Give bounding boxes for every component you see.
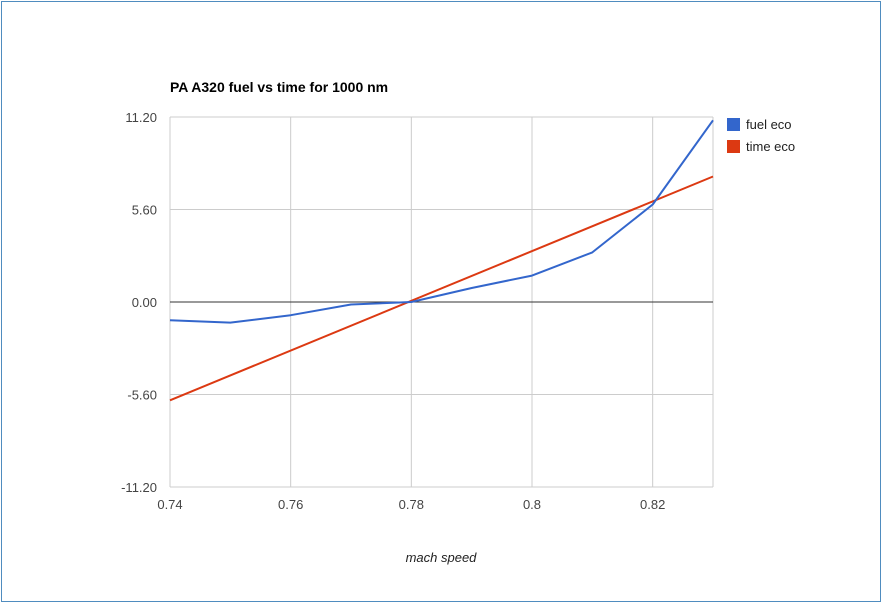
legend[interactable]: fuel eco time eco	[727, 117, 795, 154]
legend-swatch	[727, 118, 740, 131]
x-tick-label: 0.74	[157, 497, 182, 512]
y-tick-labels: 11.20 5.60 0.00 -5.60 -11.20	[121, 110, 157, 495]
x-tick-label: 0.76	[278, 497, 303, 512]
legend-label[interactable]: time eco	[746, 139, 795, 154]
y-tick-label: 5.60	[132, 203, 157, 218]
x-axis-title: mach speed	[406, 550, 478, 565]
series-line-time-eco[interactable]	[169, 175, 714, 402]
legend-label[interactable]: fuel eco	[746, 117, 792, 132]
legend-swatch	[727, 140, 740, 153]
x-tick-label: 0.78	[399, 497, 424, 512]
series-group	[169, 119, 714, 402]
series-line-fuel-eco[interactable]	[169, 119, 714, 324]
y-tick-label: 0.00	[132, 295, 157, 310]
x-tick-label: 0.8	[523, 497, 541, 512]
y-tick-label: -11.20	[121, 480, 157, 495]
y-tick-label: 11.20	[125, 110, 157, 125]
x-tick-label: 0.82	[640, 497, 665, 512]
x-tick-labels: 0.74 0.76 0.78 0.8 0.82	[157, 497, 665, 512]
chart-title: PA A320 fuel vs time for 1000 nm	[170, 79, 388, 95]
y-tick-label: -5.60	[127, 388, 157, 403]
